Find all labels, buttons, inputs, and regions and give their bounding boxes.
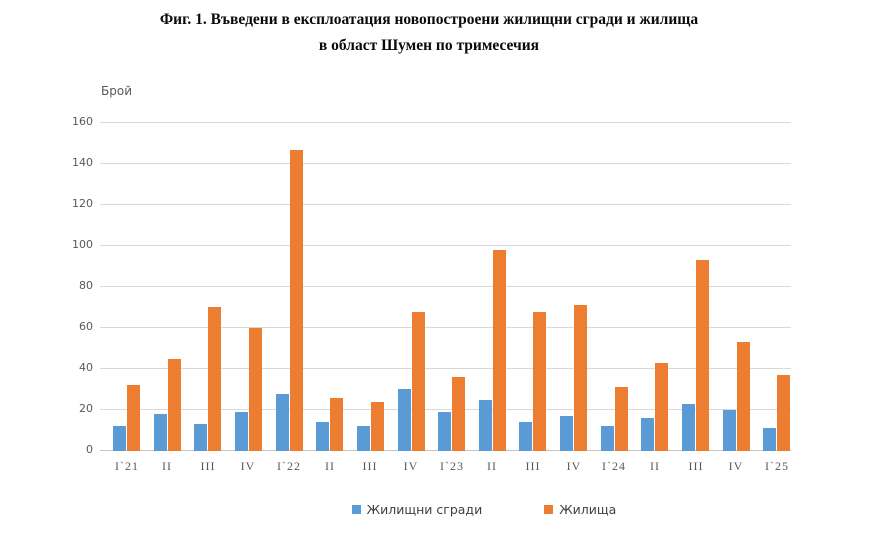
y-tick-label-80: 80 xyxy=(79,279,93,292)
gridline-y-80 xyxy=(100,286,791,287)
bar-dwellings-I24-12 xyxy=(615,387,628,451)
bar-dwellings-I21-0 xyxy=(127,385,140,451)
x-tick-label-9: II xyxy=(487,459,497,473)
bar-buildings-II-5 xyxy=(316,422,329,451)
y-axis-title: Брой xyxy=(101,84,132,98)
bar-dwellings-III-2 xyxy=(208,307,221,451)
x-tick-label-14: III xyxy=(688,459,704,473)
x-tick-label-15: IV xyxy=(728,459,744,473)
x-tick-label-16: I`25 xyxy=(765,459,789,473)
bar-dwellings-I23-8 xyxy=(452,377,465,451)
bar-buildings-I24-12 xyxy=(601,426,614,451)
gridline-y-140 xyxy=(100,163,791,164)
bar-buildings-IV-15 xyxy=(723,410,736,451)
y-tick-label-140: 140 xyxy=(72,156,93,169)
y-tick-label-0: 0 xyxy=(86,443,93,456)
x-tick-label-6: III xyxy=(362,459,378,473)
x-tick-label-13: II xyxy=(650,459,660,473)
bar-dwellings-IV-11 xyxy=(574,305,587,451)
gridline-y-160 xyxy=(100,122,791,123)
legend: Жилищни сгради Жилища xyxy=(42,502,884,517)
bar-buildings-IV-3 xyxy=(235,412,248,451)
legend-item-dwellings: Жилища xyxy=(544,502,616,517)
bar-buildings-I25-16 xyxy=(763,428,776,451)
gridline-y-40 xyxy=(100,368,791,369)
y-tick-label-160: 160 xyxy=(72,115,93,128)
bar-dwellings-II-1 xyxy=(168,359,181,451)
x-tick-label-12: I`24 xyxy=(602,459,626,473)
bar-buildings-I22-4 xyxy=(276,394,289,451)
bar-dwellings-II-5 xyxy=(330,398,343,451)
x-tick-label-7: IV xyxy=(403,459,419,473)
bar-dwellings-IV-3 xyxy=(249,328,262,451)
x-tick-label-5: II xyxy=(325,459,335,473)
y-tick-label-100: 100 xyxy=(72,238,93,251)
chart-title: Фиг. 1. Въведени в експлоатация новопост… xyxy=(0,7,858,59)
bar-dwellings-III-14 xyxy=(696,260,709,451)
gridline-y-100 xyxy=(100,245,791,246)
bar-dwellings-IV-7 xyxy=(412,312,425,451)
bar-buildings-III-2 xyxy=(194,424,207,451)
plot-area xyxy=(100,122,791,451)
x-tick-label-11: IV xyxy=(566,459,582,473)
legend-label-dwellings: Жилища xyxy=(559,502,617,517)
legend-label-buildings: Жилищни сгради xyxy=(366,502,483,517)
bar-dwellings-IV-15 xyxy=(737,342,750,451)
x-tick-label-4: I`22 xyxy=(277,459,301,473)
y-tick-label-120: 120 xyxy=(72,197,93,210)
bar-buildings-II-1 xyxy=(154,414,167,451)
bar-buildings-IV-7 xyxy=(398,389,411,451)
y-tick-label-60: 60 xyxy=(79,320,93,333)
legend-swatch-dwellings xyxy=(544,505,554,514)
bar-buildings-III-10 xyxy=(519,422,532,451)
x-tick-label-8: I`23 xyxy=(440,459,464,473)
legend-swatch-buildings xyxy=(351,505,361,514)
bar-buildings-IV-11 xyxy=(560,416,573,451)
bar-buildings-I21-0 xyxy=(113,426,126,451)
bar-buildings-I23-8 xyxy=(438,412,451,451)
bar-buildings-II-9 xyxy=(479,400,492,451)
gridline-y-20 xyxy=(100,409,791,410)
x-tick-label-3: IV xyxy=(240,459,256,473)
x-tick-label-0: I`21 xyxy=(115,459,139,473)
bar-buildings-III-6 xyxy=(357,426,370,451)
bar-dwellings-I25-16 xyxy=(777,375,790,451)
gridline-y-120 xyxy=(100,204,791,205)
x-tick-label-1: II xyxy=(162,459,172,473)
x-tick-label-10: III xyxy=(525,459,541,473)
chart-title-line2: в област Шумен по тримесечия xyxy=(318,37,540,54)
legend-item-buildings: Жилищни сгради xyxy=(351,502,483,517)
bar-dwellings-III-10 xyxy=(533,312,546,451)
gridline-y-60 xyxy=(100,327,791,328)
bar-buildings-III-14 xyxy=(682,404,695,451)
x-tick-label-2: III xyxy=(200,459,216,473)
bar-dwellings-I22-4 xyxy=(290,150,303,451)
bar-dwellings-II-9 xyxy=(493,250,506,451)
bar-buildings-II-13 xyxy=(641,418,654,451)
y-tick-label-20: 20 xyxy=(79,402,93,415)
chart-title-line1: Фиг. 1. Въведени в експлоатация новопост… xyxy=(159,11,699,28)
y-tick-label-40: 40 xyxy=(79,361,93,374)
bar-dwellings-III-6 xyxy=(371,402,384,451)
bar-dwellings-II-13 xyxy=(655,363,668,451)
